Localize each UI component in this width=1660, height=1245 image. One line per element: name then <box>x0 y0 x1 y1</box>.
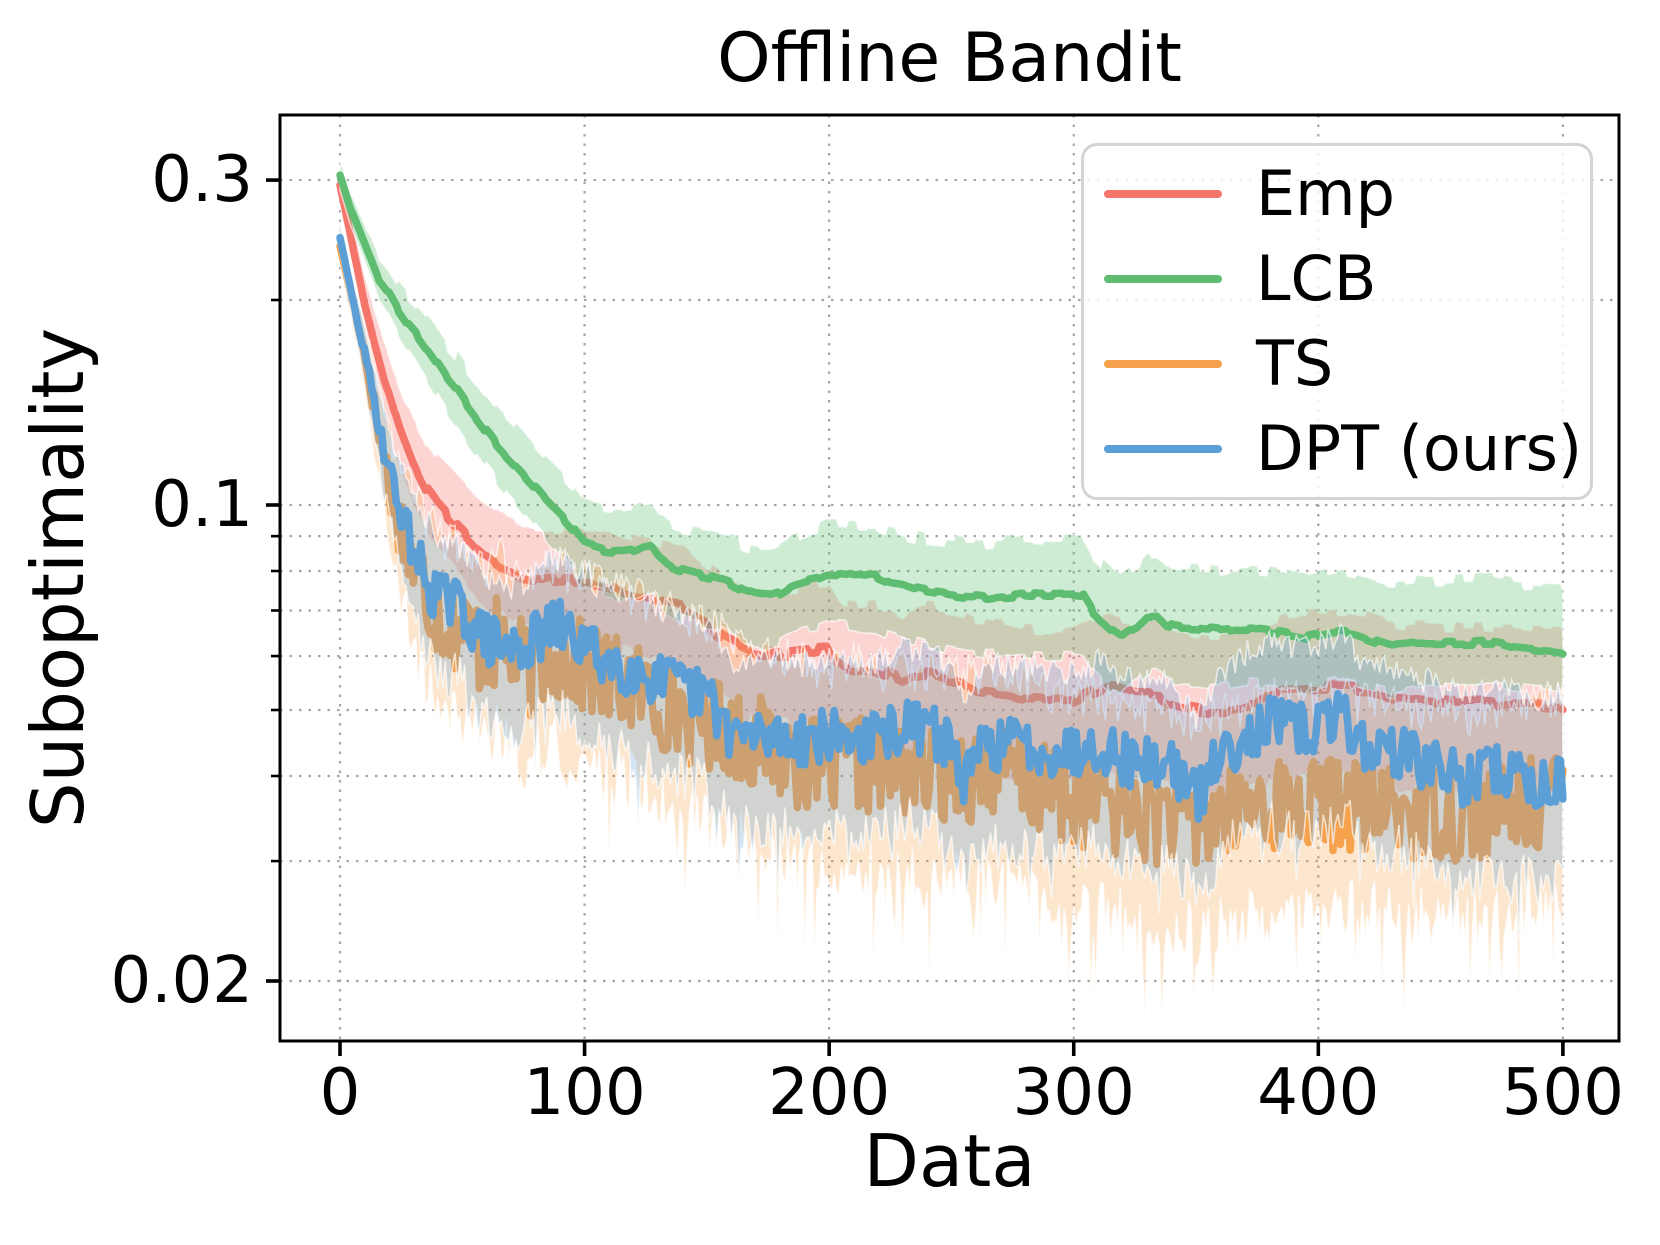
legend-label: TS <box>1256 326 1334 400</box>
x-axis-label: Data <box>863 1119 1036 1203</box>
confidence-band <box>339 228 1564 1021</box>
legend-item-ts: TS <box>1084 322 1590 407</box>
y-tick-label-0.3: 0.3 <box>151 143 253 218</box>
plot-border <box>278 113 1621 1043</box>
x-tick-label-400: 400 <box>1257 1056 1380 1130</box>
legend-label: DPT (ours) <box>1256 411 1583 485</box>
x-tick-label-300: 300 <box>1012 1056 1135 1130</box>
legend-label: Emp <box>1256 157 1395 231</box>
chart-title: Offline Bandit <box>717 19 1182 98</box>
x-tick-label-0: 0 <box>319 1056 361 1130</box>
x-tick-label-100: 100 <box>523 1056 646 1130</box>
y-axis-label: Suboptimality <box>16 327 100 829</box>
legend-label: LCB <box>1256 242 1377 316</box>
legend-item-dpt-ours: DPT (ours) <box>1084 406 1590 491</box>
legend-line-sample <box>1104 275 1222 284</box>
series-dpt-ours <box>336 222 1567 941</box>
mean-line <box>336 242 1567 869</box>
legend-line-sample <box>1104 444 1222 453</box>
confidence-band <box>339 222 1564 941</box>
y-tick-label-0.1: 0.1 <box>151 468 253 542</box>
y-tick-label-0.02: 0.02 <box>110 943 254 1018</box>
legend-line-sample <box>1104 190 1222 199</box>
mean-line <box>336 171 1567 658</box>
x-tick-label-200: 200 <box>768 1056 891 1130</box>
legend-line-sample <box>1104 359 1222 368</box>
series-ts <box>336 228 1567 1021</box>
mean-line <box>336 233 1567 824</box>
legend-item-emp: Emp <box>1084 152 1590 237</box>
series-area <box>336 160 1567 1021</box>
x-tick-label-500: 500 <box>1501 1056 1624 1130</box>
tick-marks <box>266 178 1565 1056</box>
legend: Emp LCB TS DPT (ours) <box>1081 143 1593 500</box>
legend-item-lcb: LCB <box>1084 237 1590 322</box>
